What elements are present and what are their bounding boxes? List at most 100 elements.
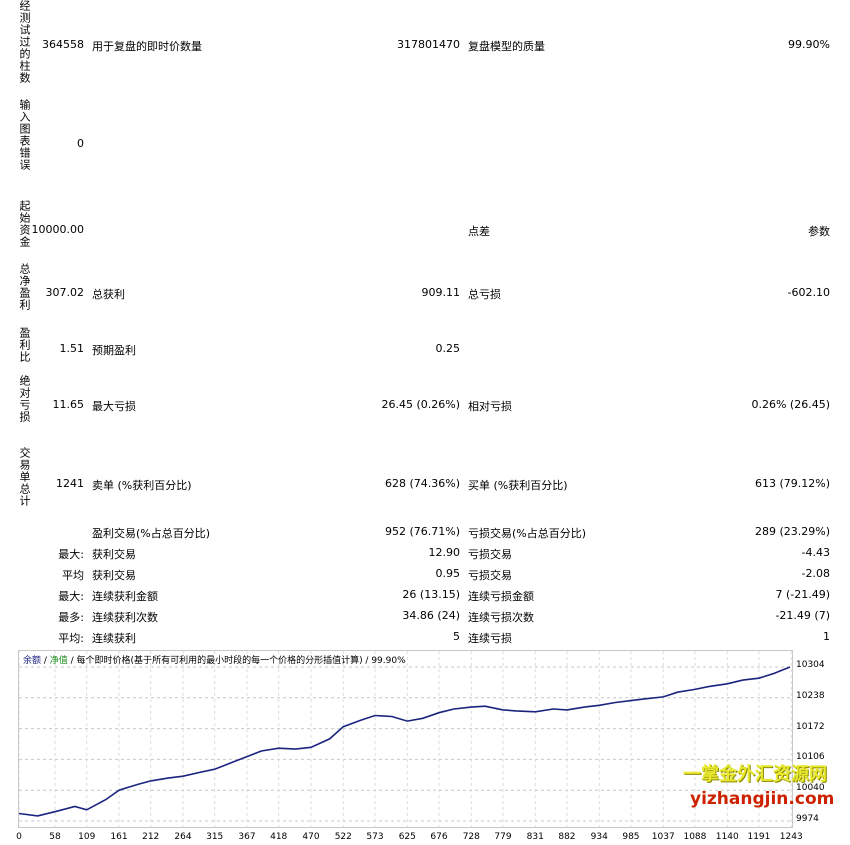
- x-tick-label: 264: [174, 832, 192, 842]
- average-consecutive-losses-value: 1: [823, 630, 830, 643]
- label-profit-factor: 盈利比: [18, 327, 31, 363]
- x-tick-label: 367: [238, 832, 256, 842]
- legend-balance: 余额: [23, 656, 42, 666]
- x-tick-label: 573: [366, 832, 384, 842]
- modelling-quality-label: 复盘模型的质量: [468, 40, 545, 53]
- maximal-consecutive-profit-label: 连续获利次数: [92, 611, 158, 624]
- ticks-modelled-label: 用于复盘的即时价数量: [92, 40, 202, 53]
- maximum-label: 最大:: [58, 590, 84, 603]
- largest-loss-trade-value: -4.43: [801, 546, 830, 559]
- max-consecutive-losses-money-value: 7 (-21.49): [775, 588, 830, 601]
- label-total-net-profit: 总净盈利: [18, 263, 31, 311]
- spread-label: 点差: [468, 225, 490, 238]
- largest-loss-trade-label: 亏损交易: [468, 548, 512, 561]
- x-tick-label: 315: [206, 832, 224, 842]
- initial-deposit-value: 10000.00: [31, 223, 85, 236]
- x-tick-label: 985: [622, 832, 640, 842]
- maximal-consecutive-loss-value: -21.49 (7): [775, 609, 830, 622]
- label-bars-tested: 经测试过的柱数: [18, 0, 31, 84]
- label-initial-deposit: 起始资金: [18, 200, 31, 248]
- max-consecutive-losses-money-label: 连续亏损金额: [468, 590, 534, 603]
- x-tick-label: 418: [270, 832, 288, 842]
- y-tick-label: 9974: [796, 814, 819, 824]
- gross-loss-value: -602.10: [787, 286, 830, 299]
- balance-line: [19, 666, 791, 817]
- max-consecutive-wins-money-label: 连续获利金额: [92, 590, 158, 603]
- long-positions-label: 买单 (%获利百分比): [468, 479, 568, 492]
- x-tick-label: 728: [462, 832, 480, 842]
- loss-trades-value: 289 (23.29%): [754, 525, 830, 538]
- loss-trades-label: 亏损交易(%占总百分比): [468, 527, 587, 540]
- relative-drawdown-label: 相对亏损: [468, 400, 512, 413]
- x-tick-label: 522: [334, 832, 352, 842]
- chart-errors-value: 0: [77, 137, 84, 150]
- modelling-quality-value: 99.90%: [788, 38, 830, 51]
- gross-profit-label: 总获利: [92, 288, 125, 301]
- average-consecutive-wins-label: 连续获利: [92, 632, 136, 645]
- y-tick-label: 10040: [796, 783, 825, 794]
- x-tick-label: 882: [558, 832, 576, 842]
- largest-label: 最大:: [58, 548, 84, 561]
- y-tick-label: 10172: [796, 721, 825, 732]
- net-profit-value: 307.02: [45, 286, 85, 299]
- x-tick-label: 1243: [779, 832, 803, 842]
- watermark-url: yizhangjin.com: [690, 789, 835, 809]
- y-tick-label: 10238: [796, 690, 825, 701]
- x-tick-label: 1037: [651, 832, 675, 842]
- average-profit-trade-label: 获利交易: [92, 569, 136, 582]
- gross-loss-label: 总亏损: [468, 288, 501, 301]
- x-tick-label: 212: [142, 832, 160, 842]
- balance-chart-svg: [19, 651, 792, 827]
- long-positions-value: 613 (79.12%): [754, 477, 830, 490]
- average-consecutive-label: 平均:: [58, 632, 84, 645]
- spread-value: 参数: [808, 225, 830, 238]
- x-tick-label: 109: [78, 832, 96, 842]
- x-tick-label: 831: [526, 832, 544, 842]
- largest-profit-trade-label: 获利交易: [92, 548, 136, 561]
- maximal-consecutive-loss-label: 连续亏损次数: [468, 611, 534, 624]
- x-tick-label: 779: [494, 832, 512, 842]
- average-profit-trade-value: 0.95: [435, 567, 461, 580]
- x-tick-label: 1140: [715, 832, 739, 842]
- y-tick-label: 10304: [796, 660, 825, 670]
- profit-trades-value: 952 (76.71%): [384, 525, 460, 538]
- label-chart-errors: 输入图表错误: [18, 99, 31, 171]
- x-tick-label: 1088: [683, 832, 707, 842]
- x-tick-label: 470: [302, 832, 320, 842]
- legend-separator: /: [41, 656, 50, 666]
- maximal-label: 最多:: [58, 611, 84, 624]
- short-positions-value: 628 (74.36%): [384, 477, 460, 490]
- bars-tested-value: 364558: [42, 38, 84, 51]
- max-consecutive-wins-money-value: 26 (13.15): [402, 588, 460, 601]
- maximal-drawdown-label: 最大亏损: [92, 400, 136, 413]
- largest-profit-trade-value: 12.90: [428, 546, 461, 559]
- legend-equity: 净值: [49, 656, 68, 666]
- absolute-drawdown-value: 11.65: [52, 398, 85, 411]
- legend-description: / 每个即时价格(基于所有可利用的最小时段的每一个价格的分形插值计算) / 99…: [67, 656, 406, 666]
- gross-profit-value: 909.11: [421, 286, 461, 299]
- average-consecutive-wins-value: 5: [453, 630, 460, 643]
- x-tick-label: 161: [110, 832, 128, 842]
- total-trades-value: 1241: [56, 477, 84, 490]
- expected-payoff-label: 预期盈利: [92, 344, 136, 357]
- average-loss-trade-value: -2.08: [801, 567, 830, 580]
- y-tick-label: 10106: [796, 752, 825, 763]
- maximal-consecutive-profit-value: 34.86 (24): [402, 609, 460, 622]
- label-total-trades: 交易单总计: [18, 447, 31, 507]
- ticks-modelled-value: 317801470: [397, 38, 460, 51]
- average-label: 平均: [62, 569, 84, 582]
- x-tick-label: 676: [430, 832, 448, 842]
- profit-factor-value: 1.51: [59, 342, 85, 355]
- balance-chart: 余额 / 净值 / 每个即时价格(基于所有可利用的最小时段的每一个价格的分形插值…: [18, 650, 793, 828]
- relative-drawdown-value: 0.26% (26.45): [751, 398, 830, 411]
- maximal-drawdown-value: 26.45 (0.26%): [381, 398, 460, 411]
- watermark-chinese: 一掌金外汇资源网: [683, 764, 827, 785]
- average-loss-trade-label: 亏损交易: [468, 569, 512, 582]
- short-positions-label: 卖单 (%获利百分比): [92, 479, 192, 492]
- chart-legend: 余额 / 净值 / 每个即时价格(基于所有可利用的最小时段的每一个价格的分形插值…: [23, 653, 406, 666]
- x-tick-label: 0: [16, 832, 22, 842]
- expected-payoff-value: 0.25: [435, 342, 461, 355]
- x-tick-label: 58: [49, 832, 61, 842]
- x-tick-label: 625: [398, 832, 416, 842]
- profit-trades-label: 盈利交易(%占总百分比): [92, 527, 211, 540]
